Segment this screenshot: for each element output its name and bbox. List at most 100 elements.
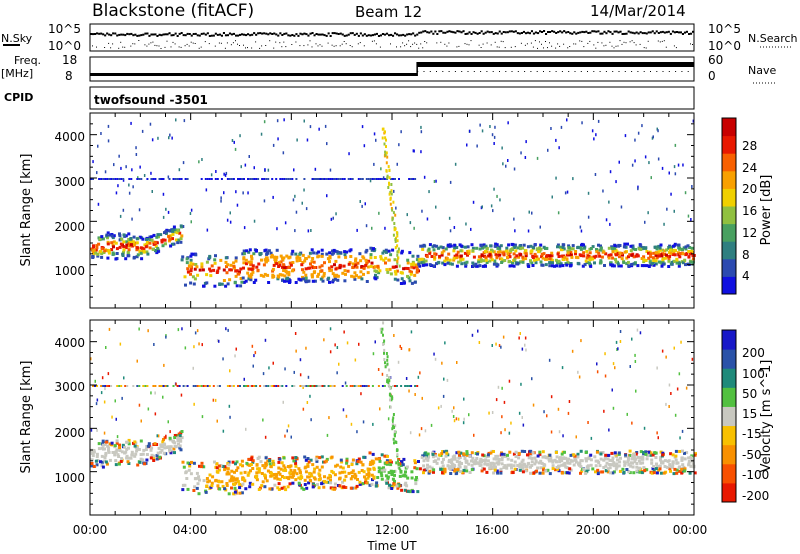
noise-point [165, 335, 167, 339]
nsky-point [295, 33, 298, 36]
echo-point [120, 237, 124, 241]
echo-point [355, 265, 359, 269]
nsky-point [484, 31, 487, 34]
echo-point [657, 250, 661, 254]
echo-point [249, 275, 253, 279]
nave-point [543, 71, 544, 72]
echo-point [255, 265, 259, 269]
spike-point [390, 183, 393, 186]
noise-point [409, 431, 412, 435]
echo-point [630, 262, 634, 266]
echo-point [217, 266, 221, 270]
noise-point [462, 421, 465, 425]
echo-point [356, 478, 359, 481]
echo-point [548, 254, 552, 258]
stripe-point [94, 385, 96, 387]
noise-point [210, 173, 213, 177]
stripe-point [104, 178, 107, 180]
echo-point [292, 459, 296, 463]
noise-point [206, 228, 209, 232]
noise-point [543, 410, 545, 414]
echo-point [419, 244, 423, 248]
echo-point [321, 279, 325, 283]
noise-point [233, 140, 235, 144]
echo-point [239, 483, 243, 487]
nsearch-point [444, 43, 446, 45]
noise-point [329, 168, 332, 172]
echo-point [97, 242, 101, 246]
echo-point [492, 457, 496, 461]
noise-point [284, 221, 287, 225]
noise-point [222, 357, 224, 361]
noise-point [615, 340, 618, 344]
echo-point [355, 484, 359, 488]
colorbar-segment [722, 387, 736, 407]
echo-point [515, 254, 519, 258]
nsky-point [549, 31, 552, 33]
spike-point [381, 327, 384, 331]
stripe-point [196, 385, 199, 387]
nsky-point [383, 33, 386, 36]
nsearch-point [690, 43, 691, 45]
echo-point [631, 244, 635, 248]
nsearch-point [458, 45, 460, 47]
echo-point [172, 447, 176, 451]
echo-point [673, 259, 676, 263]
nave-point [675, 71, 677, 72]
echo-point [218, 283, 222, 286]
echo-point [294, 461, 298, 465]
stripe-point [371, 385, 374, 387]
echo-point [159, 450, 163, 454]
nsearch-point [408, 40, 410, 42]
echo-point [308, 471, 312, 475]
echo-point [481, 459, 485, 462]
echo-point [548, 459, 552, 463]
echo-point [431, 455, 435, 459]
echo-point [249, 260, 253, 264]
noise-point [284, 434, 286, 438]
echo-point [278, 457, 282, 461]
echo-point [369, 253, 373, 257]
nsky-point [112, 32, 115, 35]
nsky-point [261, 32, 264, 35]
noise-point [264, 338, 267, 342]
echo-point [560, 463, 564, 467]
nsearch-point [466, 43, 468, 45]
nsearch-point [547, 47, 548, 49]
echo-point [455, 460, 459, 463]
spike-point [387, 186, 390, 189]
echo-point [225, 271, 229, 275]
echo-point [385, 460, 389, 464]
noise-point [409, 221, 412, 225]
nsky-point [150, 33, 153, 36]
echo-point [417, 460, 420, 463]
echo-point [654, 456, 658, 459]
stripe-point [381, 178, 384, 180]
echo-point [649, 252, 653, 256]
echo-point [385, 481, 389, 485]
nsearch-point [500, 40, 502, 42]
nsky-point [402, 33, 405, 36]
echo-point [287, 265, 291, 269]
echo-point [239, 471, 243, 475]
echo-point [162, 438, 165, 441]
nsearch-point [349, 45, 351, 46]
nsky-point [259, 32, 262, 35]
echo-point [466, 453, 469, 457]
echo-point [309, 458, 313, 462]
nsky-point [255, 33, 258, 36]
echo-point [330, 455, 334, 459]
echo-point [141, 458, 145, 462]
stripe-point [396, 385, 398, 387]
echo-point [276, 274, 280, 278]
echo-point [342, 485, 346, 489]
noise-point [243, 377, 245, 381]
echo-point [579, 449, 583, 453]
echo-point [471, 249, 475, 253]
noise-point [681, 429, 684, 433]
echo-point [663, 465, 667, 468]
echo-point [599, 259, 603, 263]
stripe-point [392, 385, 394, 387]
echo-point [139, 439, 143, 443]
echo-point [126, 456, 130, 460]
